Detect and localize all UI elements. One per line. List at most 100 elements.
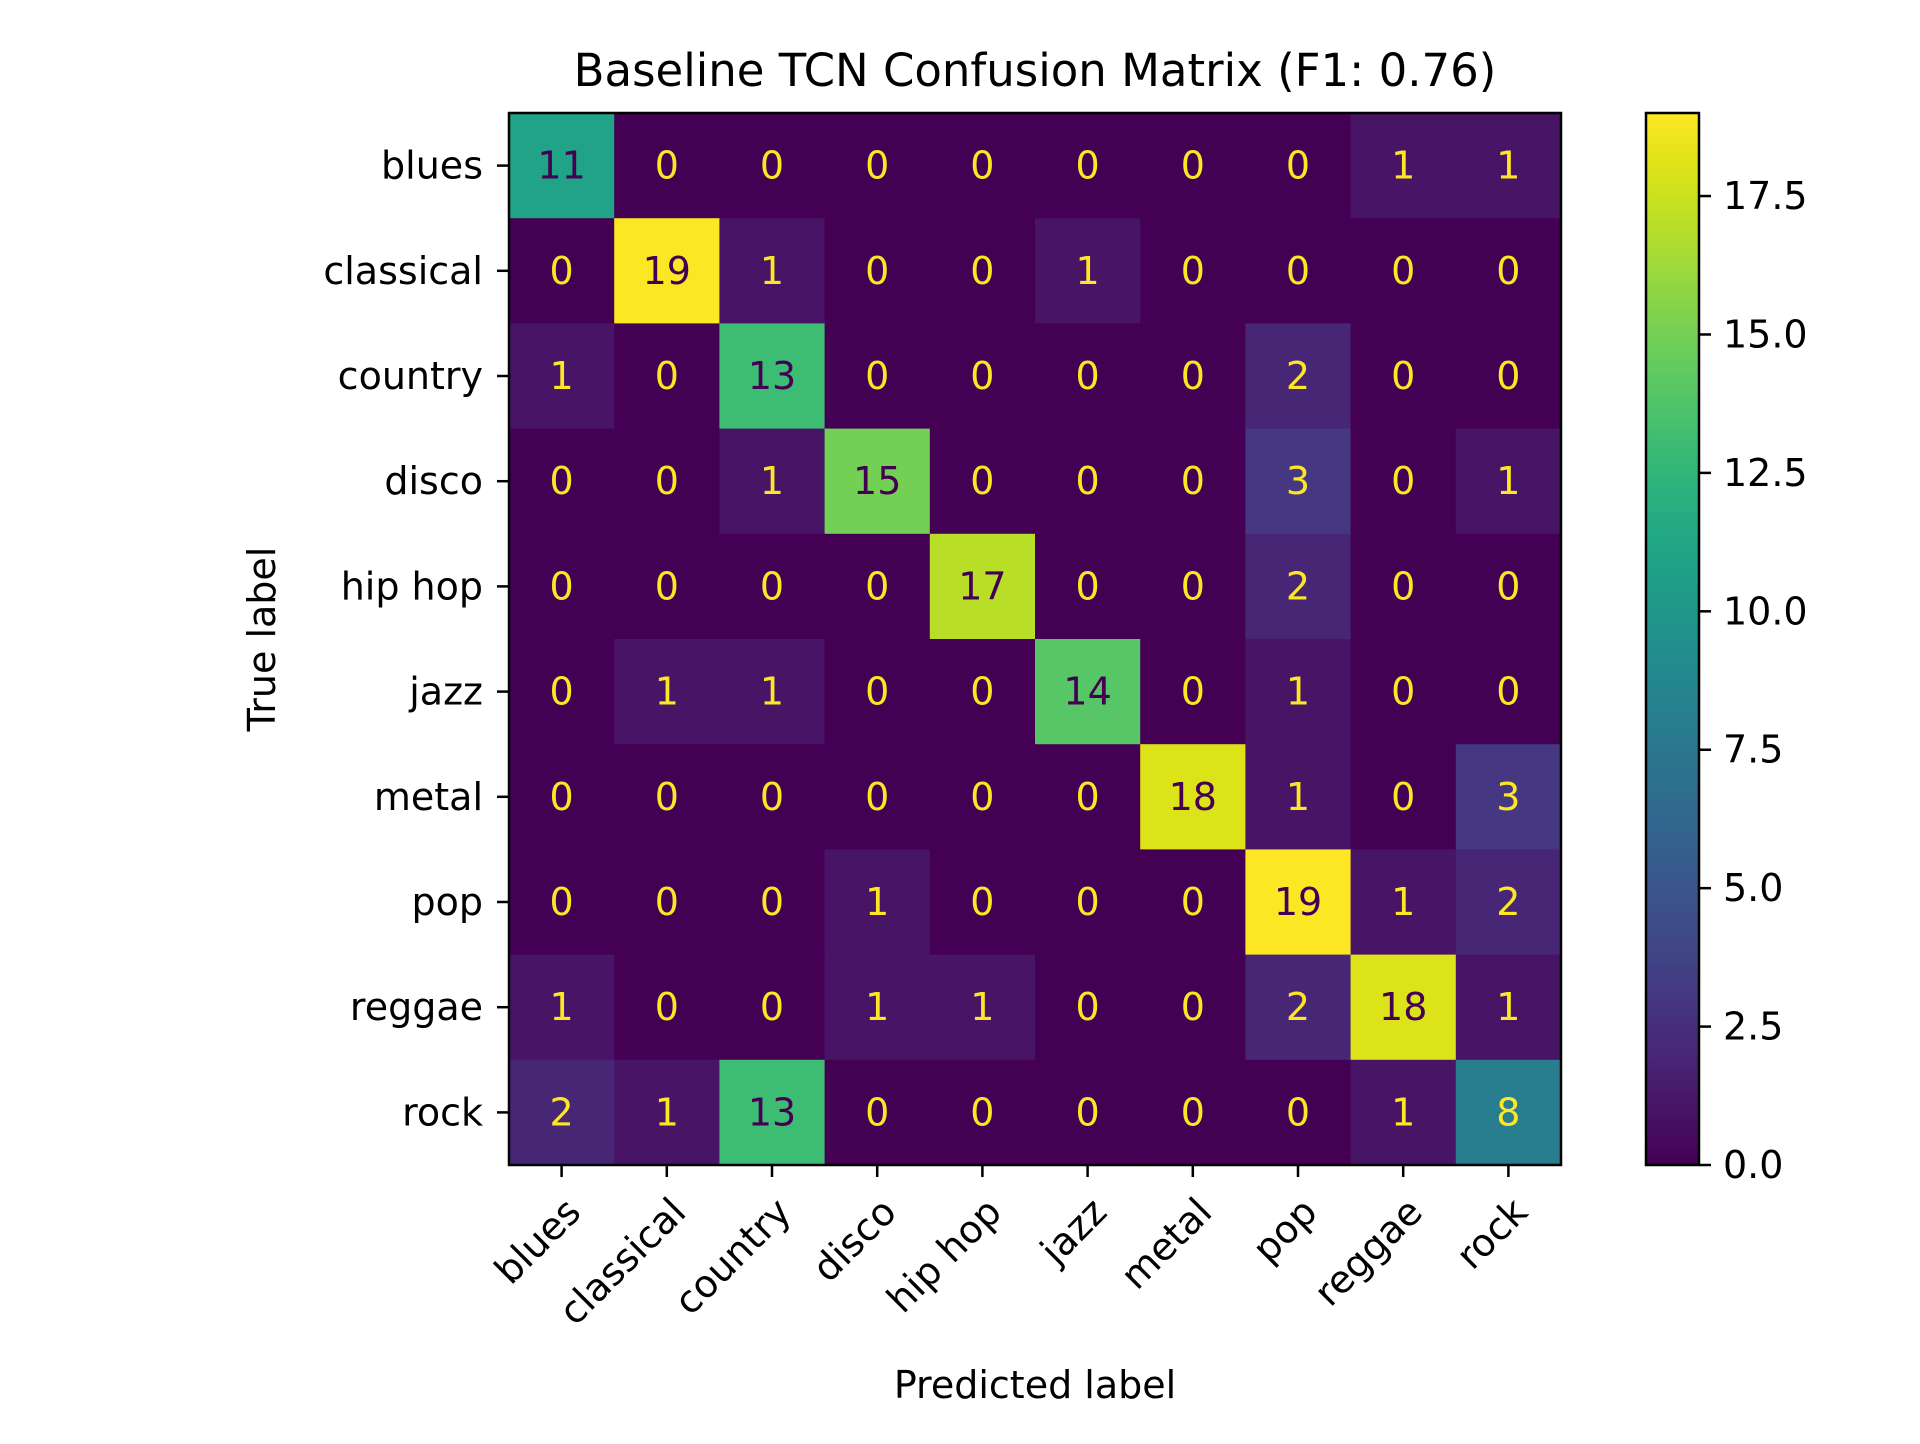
heatmap-cell — [1245, 639, 1352, 745]
heatmap-cell — [1140, 113, 1246, 219]
heatmap-cell — [1350, 849, 1457, 956]
y-tick-label: pop — [412, 880, 484, 924]
chart-title: Baseline TCN Confusion Matrix (F1: 0.76) — [574, 44, 1497, 97]
heatmap-cell — [929, 218, 1036, 324]
cell-value-label: 1 — [1391, 144, 1415, 188]
heatmap-cell — [824, 218, 931, 324]
y-tick-label: blues — [381, 144, 483, 188]
heatmap-cell — [614, 113, 720, 219]
cell-value-label: 0 — [655, 144, 679, 188]
heatmap-cell — [1455, 744, 1562, 850]
heatmap-cell — [719, 1059, 826, 1166]
heatmap-cell — [1350, 1059, 1457, 1166]
heatmap-cell — [1035, 639, 1141, 745]
heatmap-cell — [509, 849, 615, 956]
cell-value-label: 0 — [760, 564, 784, 608]
heatmap-cell — [614, 1059, 720, 1166]
heatmap-cell — [1140, 323, 1246, 430]
cell-value-label: 0 — [1391, 354, 1415, 398]
colorbar-tick-label: 12.5 — [1723, 451, 1808, 495]
y-axis-label: True label — [240, 547, 284, 733]
heatmap-cell — [1035, 323, 1141, 430]
heatmap-cell — [719, 533, 826, 640]
y-tick-label: hip hop — [341, 564, 483, 608]
heatmap-cell — [1035, 744, 1141, 850]
cell-value-label: 0 — [1181, 459, 1205, 503]
heatmap-cell — [1140, 428, 1246, 535]
cell-value-label: 1 — [760, 670, 784, 714]
heatmap-cell — [719, 428, 826, 535]
cell-value-label: 0 — [655, 880, 679, 924]
cell-value-label: 0 — [970, 144, 994, 188]
x-tick-label: pop — [1244, 1189, 1326, 1271]
cell-value-label: 0 — [865, 564, 889, 608]
heatmap-cell — [929, 1059, 1036, 1166]
heatmap-cell — [614, 428, 720, 535]
heatmap-cell — [1245, 323, 1352, 430]
heatmap-cell — [509, 533, 615, 640]
heatmap-cell — [1035, 533, 1141, 640]
cell-value-label: 0 — [865, 144, 889, 188]
heatmap-cell — [1140, 1059, 1246, 1166]
cell-value-label: 0 — [1181, 880, 1205, 924]
heatmap-cell — [1035, 113, 1141, 219]
cell-value-label: 0 — [655, 775, 679, 819]
cell-value-label: 0 — [1076, 880, 1100, 924]
heatmap-cell — [1245, 113, 1352, 219]
heatmap-cell — [614, 744, 720, 850]
cell-value-label: 1 — [760, 459, 784, 503]
cell-value-label: 1 — [655, 670, 679, 714]
cell-value-label: 17 — [958, 564, 1006, 608]
heatmap-cell — [1455, 639, 1562, 745]
cell-value-label: 0 — [655, 564, 679, 608]
heatmap-cell — [719, 639, 826, 745]
cell-value-label: 0 — [1076, 564, 1100, 608]
heatmap-cell — [1140, 639, 1246, 745]
cell-value-label: 0 — [970, 354, 994, 398]
heatmap-cell — [929, 428, 1036, 535]
cell-value-label: 1 — [1496, 144, 1520, 188]
heatmap-cells — [509, 113, 1562, 1166]
cell-value-label: 0 — [1496, 670, 1520, 714]
heatmap-cell — [929, 113, 1036, 219]
cell-value-label: 1 — [760, 249, 784, 293]
cell-value-label: 13 — [748, 354, 796, 398]
y-tick-label: rock — [402, 1090, 483, 1134]
cell-value-label: 1 — [1391, 1090, 1415, 1134]
cell-value-label: 14 — [1063, 670, 1111, 714]
heatmap-cell — [1350, 428, 1457, 535]
cell-value-label: 0 — [970, 775, 994, 819]
heatmap-cell — [1035, 218, 1141, 324]
heatmap-cell — [1245, 1059, 1352, 1166]
heatmap-cell — [1245, 954, 1352, 1061]
heatmap-cell — [509, 323, 615, 430]
colorbar-ticks: 0.0 2.5 5.0 7.5 10.0 12.5 15.0 17.5 — [1699, 174, 1808, 1187]
cell-value-label: 2 — [1286, 985, 1310, 1029]
cell-value-label: 0 — [550, 249, 574, 293]
cell-value-label: 0 — [550, 670, 574, 714]
colorbar-frame — [1644, 111, 1701, 1167]
cell-value-label: 1 — [550, 985, 574, 1029]
cell-value-label: 1 — [1496, 459, 1520, 503]
heatmap-cell — [1245, 533, 1352, 640]
cell-value-label: 0 — [655, 985, 679, 1029]
y-tick-label: country — [338, 354, 483, 398]
cell-value-labels: 11 0 0 0 0 0 0 0 1 10 19 1 0 0 1 0 0 0 01 0 13 0 0 0 0 2 0 00 0 1 15 0 0… — [537, 144, 1520, 1135]
cell-value-label: 3 — [1496, 775, 1520, 819]
heatmap-cell — [1245, 428, 1352, 535]
cell-value-label: 1 — [1286, 775, 1310, 819]
cell-value-label: 0 — [1181, 670, 1205, 714]
y-tick-label: jazz — [408, 670, 483, 714]
cell-value-label: 0 — [655, 459, 679, 503]
y-axis-ticks: blues classical country disco hip hop jazz met… — [323, 144, 509, 1134]
heatmap-cell — [1455, 323, 1562, 430]
cell-value-label: 2 — [1496, 880, 1520, 924]
cell-value-label: 2 — [1286, 354, 1310, 398]
cell-value-label: 0 — [1076, 459, 1100, 503]
cell-value-label: 0 — [1286, 249, 1310, 293]
cell-value-label: 0 — [1286, 1090, 1310, 1134]
heatmap-cell — [719, 954, 826, 1061]
heatmap-cell — [614, 639, 720, 745]
y-tick-label: classical — [323, 249, 483, 293]
